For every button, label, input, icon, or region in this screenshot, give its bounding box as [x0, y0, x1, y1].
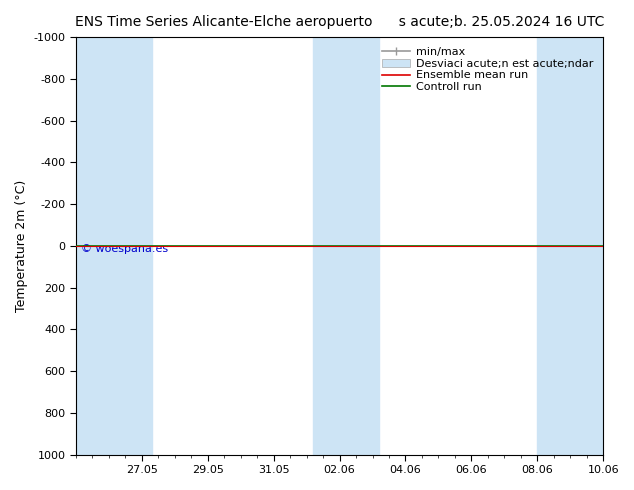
Bar [76, 37, 152, 455]
Title: ENS Time Series Alicante-Elche aeropuerto      s acute;b. 25.05.2024 16 UTC: ENS Time Series Alicante-Elche aeropuert… [75, 15, 604, 29]
Bar [537, 37, 619, 455]
Text: © woespana.es: © woespana.es [81, 244, 169, 254]
Legend: min/max, Desviaci acute;n est acute;ndar, Ensemble mean run, Controll run: min/max, Desviaci acute;n est acute;ndar… [378, 43, 598, 97]
Bar [313, 37, 379, 455]
Y-axis label: Temperature 2m (°C): Temperature 2m (°C) [15, 180, 28, 312]
